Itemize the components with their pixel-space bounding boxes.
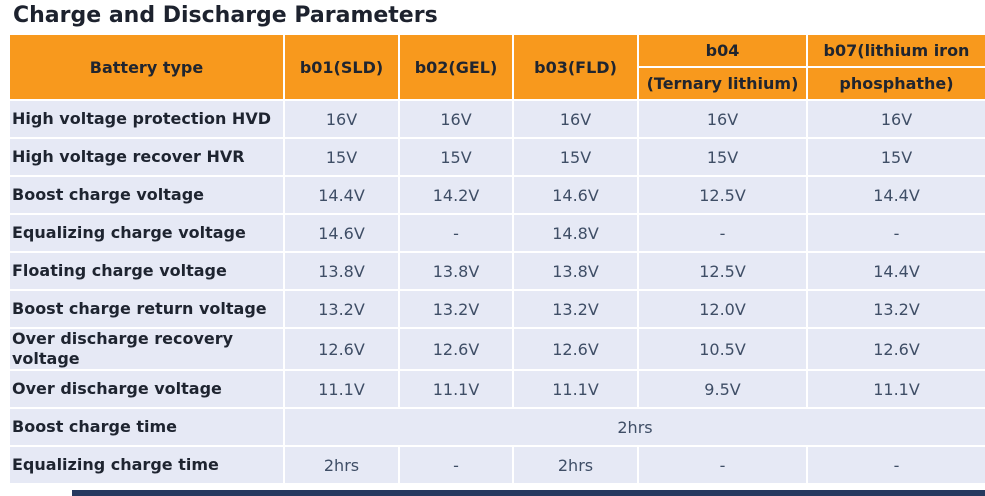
cell-value: 15V (512, 137, 639, 177)
header-b02: b02(GEL) (398, 33, 514, 101)
header-row-1: Battery type b01(SLD) b02(GEL) b03(FLD) … (8, 33, 985, 101)
table-header: Battery type b01(SLD) b02(GEL) b03(FLD) … (8, 33, 985, 101)
cell-value: 2hrs (512, 445, 639, 485)
cell-value: 14.8V (512, 213, 639, 253)
table-row: Over discharge voltage 11.1V 11.1V 11.1V… (8, 369, 985, 409)
cell-value: 13.2V (398, 289, 514, 329)
cell-value: 13.2V (806, 289, 985, 329)
row-label: Equalizing charge time (8, 445, 285, 485)
header-b03: b03(FLD) (512, 33, 639, 101)
cell-value: 13.8V (512, 251, 639, 291)
row-label: Over discharge voltage (8, 369, 285, 409)
row-label: Equalizing charge voltage (8, 213, 285, 253)
cell-value: - (637, 445, 808, 485)
cell-value: - (806, 445, 985, 485)
page-title: Charge and Discharge Parameters (13, 3, 438, 28)
cell-value: 11.1V (398, 369, 514, 409)
cell-value: 15V (398, 137, 514, 177)
table-row: Floating charge voltage 13.8V 13.8V 13.8… (8, 251, 985, 291)
cell-value: - (637, 213, 808, 253)
cell-value: 16V (637, 99, 808, 139)
table-row: Boost charge voltage 14.4V 14.2V 14.6V 1… (8, 175, 985, 215)
cell-value: 16V (512, 99, 639, 139)
cell-value: 12.0V (637, 289, 808, 329)
header-b04-bottom: (Ternary lithium) (637, 66, 808, 101)
header-b07-top: b07(lithium iron (806, 33, 985, 68)
table-row: Equalizing charge time 2hrs - 2hrs - - (8, 445, 985, 485)
cell-value: 12.5V (637, 251, 808, 291)
header-b01: b01(SLD) (283, 33, 400, 101)
cell-value: - (398, 213, 514, 253)
cell-value: 16V (398, 99, 514, 139)
cell-value: 11.1V (283, 369, 400, 409)
cell-value: 15V (806, 137, 985, 177)
row-label: High voltage protection HVD (8, 99, 285, 139)
cell-value: 13.2V (512, 289, 639, 329)
table-row: High voltage protection HVD 16V 16V 16V … (8, 99, 985, 139)
cell-value: - (398, 445, 514, 485)
row-label: Boost charge return voltage (8, 289, 285, 329)
cell-value: 12.5V (637, 175, 808, 215)
cell-value: 12.6V (806, 327, 985, 371)
table-row-merged: Boost charge time 2hrs (8, 407, 985, 447)
cell-value-merged: 2hrs (283, 407, 985, 447)
cell-value: 9.5V (637, 369, 808, 409)
cell-value: 11.1V (512, 369, 639, 409)
cell-value: 14.2V (398, 175, 514, 215)
cell-value: 13.8V (283, 251, 400, 291)
cell-value: - (806, 213, 985, 253)
charge-discharge-parameters-table: Battery type b01(SLD) b02(GEL) b03(FLD) … (8, 33, 985, 485)
table-row: Equalizing charge voltage 14.6V - 14.8V … (8, 213, 985, 253)
cell-value: 13.8V (398, 251, 514, 291)
table-row: Boost charge return voltage 13.2V 13.2V … (8, 289, 985, 329)
cell-value: 10.5V (637, 327, 808, 371)
row-label: Boost charge voltage (8, 175, 285, 215)
cell-value: 12.6V (512, 327, 639, 371)
header-b04-top: b04 (637, 33, 808, 68)
cell-value: 14.6V (512, 175, 639, 215)
header-b07-bottom: phosphathe) (806, 66, 985, 101)
cell-value: 14.4V (806, 175, 985, 215)
cell-value: 14.4V (806, 251, 985, 291)
cell-value: 12.6V (398, 327, 514, 371)
cell-value: 13.2V (283, 289, 400, 329)
cell-value: 2hrs (283, 445, 400, 485)
cell-value: 11.1V (806, 369, 985, 409)
row-label: High voltage recover HVR (8, 137, 285, 177)
cell-value: 12.6V (283, 327, 400, 371)
row-label: Floating charge voltage (8, 251, 285, 291)
table-body: High voltage protection HVD 16V 16V 16V … (8, 99, 985, 485)
row-label: Over discharge recovery voltage (8, 327, 285, 371)
table-row: Over discharge recovery voltage 12.6V 12… (8, 327, 985, 371)
table-row: High voltage recover HVR 15V 15V 15V 15V… (8, 137, 985, 177)
row-label: Boost charge time (8, 407, 285, 447)
cell-value: 14.6V (283, 213, 400, 253)
cell-value: 16V (806, 99, 985, 139)
header-battery-type: Battery type (8, 33, 285, 101)
bottom-partial-bar (72, 490, 985, 496)
cell-value: 14.4V (283, 175, 400, 215)
cell-value: 15V (283, 137, 400, 177)
cell-value: 15V (637, 137, 808, 177)
cell-value: 16V (283, 99, 400, 139)
